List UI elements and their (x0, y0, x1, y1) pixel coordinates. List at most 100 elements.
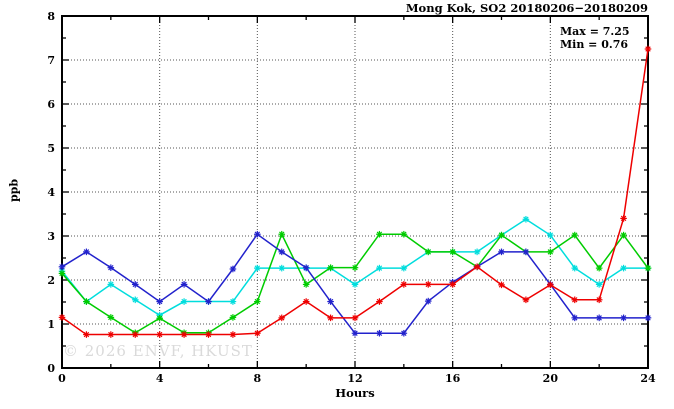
max-min-annotation: Max = 7.25 Min = 0.76 (560, 25, 630, 51)
series-blue-marker (351, 329, 359, 337)
series-green-marker (351, 264, 359, 271)
series-red-marker (595, 296, 603, 304)
series-cyan-marker (131, 296, 139, 304)
series-green-marker (327, 264, 334, 271)
series-red-marker (644, 45, 652, 53)
series-blue-marker (107, 264, 115, 271)
x-tick-label: 24 (640, 372, 656, 385)
series-red-marker (131, 331, 139, 338)
x-tick-label: 0 (58, 372, 66, 385)
series-red-marker (449, 281, 456, 288)
y-tick-label: 8 (47, 10, 55, 23)
y-tick-label: 6 (47, 98, 55, 111)
series-green-marker (376, 230, 383, 238)
series-green-marker (571, 231, 579, 239)
max-annotation: Max = 7.25 (560, 25, 630, 38)
series-blue-marker (522, 248, 530, 256)
series-green-marker (302, 281, 310, 288)
series-cyan-marker (229, 298, 237, 305)
series-blue-marker (498, 248, 505, 256)
y-tick-label: 7 (47, 54, 55, 67)
series-red-marker (571, 296, 579, 304)
series-red-marker (400, 281, 408, 288)
chart-title: Mong Kok, SO2 20180206−20180209 (405, 1, 648, 15)
series-red-marker (278, 314, 286, 322)
series-cyan-marker (180, 298, 188, 305)
y-tick-label: 5 (47, 142, 55, 155)
series-green-marker (83, 298, 90, 305)
y-tick-label: 2 (47, 274, 55, 287)
series-blue-marker (620, 314, 627, 322)
series-blue-marker (595, 314, 603, 322)
series-red-marker (83, 331, 90, 338)
series-green-marker (595, 264, 603, 272)
series-blue-marker (571, 314, 579, 322)
series-blue-marker (131, 281, 139, 288)
series-green-marker (620, 231, 627, 239)
series-red-marker (107, 331, 115, 338)
series-cyan-marker (473, 248, 481, 256)
series-green-marker (424, 248, 432, 256)
series-red-marker (156, 331, 163, 338)
series-blue-marker (58, 263, 66, 271)
min-annotation: Min = 0.76 (560, 38, 629, 51)
series-green-marker (107, 314, 115, 321)
series-blue-marker (376, 329, 383, 337)
series-cyan-marker (595, 281, 603, 288)
series-red-marker (547, 281, 554, 289)
watermark: © 2026 ENVF, HKUST (63, 342, 253, 360)
series-cyan-marker (620, 264, 627, 272)
series-cyan-marker (254, 264, 261, 272)
series-blue-marker (156, 298, 163, 305)
series-green-marker (254, 298, 261, 305)
series-blue-marker (327, 298, 334, 305)
series-cyan-marker (278, 264, 286, 272)
y-tick-label: 0 (47, 362, 55, 375)
x-axis-label: Hours (335, 386, 375, 400)
series-red-marker (351, 314, 359, 322)
series-green-marker (156, 314, 163, 322)
series-green-marker (449, 248, 456, 256)
series-red-marker (180, 331, 188, 338)
series-green-marker (400, 230, 408, 238)
series-green-marker (229, 314, 237, 321)
y-tick-label: 4 (47, 186, 55, 199)
series-blue-marker (205, 298, 212, 305)
plot-border (61, 15, 649, 369)
series-cyan-marker (400, 264, 408, 272)
series-blue-marker (400, 329, 408, 337)
series-red-marker (620, 215, 627, 222)
series-green-marker (547, 248, 554, 256)
series-green-marker (278, 230, 286, 238)
series-blue-marker (229, 265, 237, 273)
series-red-marker (205, 331, 212, 338)
series-cyan-marker (522, 215, 530, 223)
x-tick-label: 8 (254, 372, 262, 385)
series-cyan-marker (351, 281, 359, 288)
x-tick-label: 16 (445, 372, 461, 385)
y-tick-label: 3 (47, 230, 55, 243)
series-cyan-marker (376, 264, 383, 272)
series-cyan-marker (547, 231, 554, 239)
series-green-marker (644, 264, 652, 272)
x-tick-label: 12 (347, 372, 362, 385)
series-blue-marker (644, 314, 652, 322)
series-red-marker (327, 314, 334, 322)
series-green-marker (58, 270, 66, 277)
series-red-marker (254, 329, 261, 337)
series-red-marker (58, 314, 66, 321)
series-red-marker (473, 263, 481, 271)
series-red-marker (498, 281, 505, 289)
series-blue-marker (254, 230, 261, 238)
series-red-marker (376, 298, 383, 305)
series-red-marker (522, 296, 530, 304)
series-red-marker (424, 281, 432, 288)
series-blue-marker (83, 248, 90, 256)
y-tick-label: 1 (47, 318, 55, 331)
series-cyan-marker (107, 281, 115, 288)
series-blue-marker (278, 248, 286, 256)
series-cyan-marker (571, 264, 579, 272)
x-tick-label: 20 (543, 372, 559, 385)
